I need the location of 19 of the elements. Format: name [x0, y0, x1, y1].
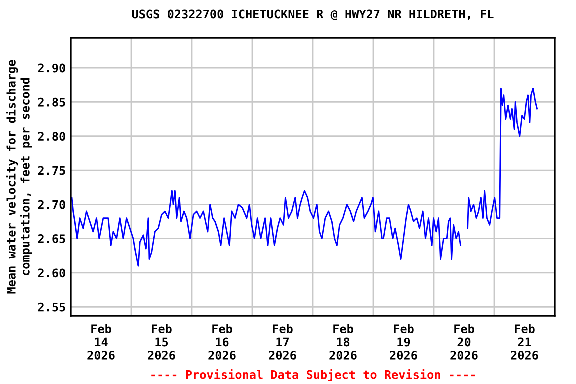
y-tick-label: 2.65 — [38, 234, 66, 244]
y-tick-label: 2.70 — [38, 200, 66, 210]
y-axis-title: Mean water velocity for discharge computation, feet per second — [6, 60, 32, 294]
y-tick-label: 2.85 — [38, 98, 66, 107]
x-tick-label: Feb 14 2026 — [88, 324, 115, 360]
y-tick-label: 2.80 — [38, 132, 66, 142]
y-tick-label: 2.60 — [38, 268, 66, 278]
x-tick-label: Feb 19 2026 — [390, 324, 418, 360]
x-tick-label: Feb 21 2026 — [511, 324, 538, 360]
x-tick-label: Feb 20 2026 — [450, 324, 478, 360]
text: ---- Provisional Data Subject to Revision ---- — [152, 370, 476, 382]
x-tick-label: Feb 18 2026 — [330, 324, 357, 360]
chart-title: USGS 02322700 ICHETUCKNEE R @ HWY27 NR HILDRETH, FL — [132, 10, 494, 20]
y-tick-label: 2.90 — [38, 64, 66, 73]
y-tick-label: 2.75 — [38, 166, 66, 176]
x-tick-label: Feb 17 2026 — [269, 324, 296, 360]
x-tick-label: Feb 16 2026 — [208, 324, 236, 360]
x-tick-label: Feb 15 2026 — [148, 324, 176, 360]
y-tick-label: 2.55 — [38, 302, 66, 312]
